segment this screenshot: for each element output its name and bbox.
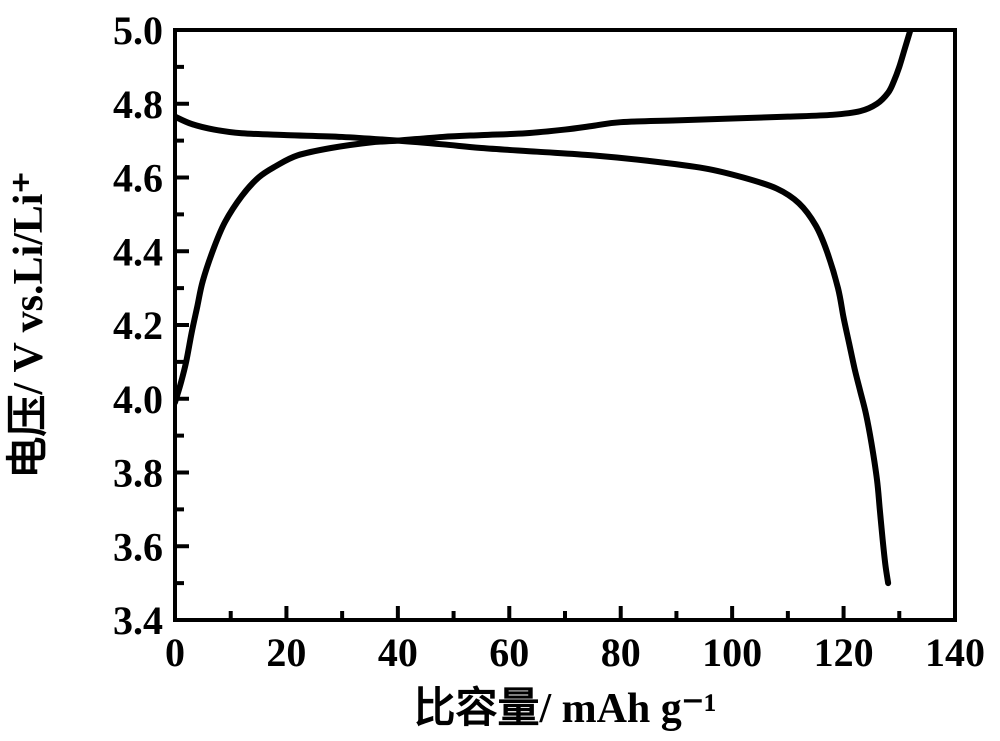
svg-text:0: 0 xyxy=(165,630,185,675)
svg-text:120: 120 xyxy=(814,630,874,675)
svg-text:5.0: 5.0 xyxy=(113,8,163,53)
svg-text:4.0: 4.0 xyxy=(113,377,163,422)
y-axis-title: 电压/ V vs.Li/Li⁺ xyxy=(5,171,52,478)
svg-text:100: 100 xyxy=(702,630,762,675)
chart-svg: 0 20 40 60 80 100 120 140 3.4 3.6 3.8 4.0 4.2 4.4 4.6 4… xyxy=(0,0,1000,741)
svg-text:40: 40 xyxy=(378,630,418,675)
svg-text:4.2: 4.2 xyxy=(113,303,163,348)
svg-text:60: 60 xyxy=(489,630,529,675)
svg-text:3.4: 3.4 xyxy=(113,598,163,643)
svg-text:3.8: 3.8 xyxy=(113,451,163,496)
x-axis-title: 比容量/ mAh g⁻¹ xyxy=(413,685,716,732)
svg-text:140: 140 xyxy=(925,630,985,675)
svg-text:4.4: 4.4 xyxy=(113,229,163,274)
svg-text:4.8: 4.8 xyxy=(113,82,163,127)
svg-text:3.6: 3.6 xyxy=(113,524,163,569)
voltage-capacity-chart: 0 20 40 60 80 100 120 140 3.4 3.6 3.8 4.0 4.2 4.4 4.6 4… xyxy=(0,0,1000,741)
svg-text:80: 80 xyxy=(601,630,641,675)
svg-text:4.6: 4.6 xyxy=(113,156,163,201)
svg-text:20: 20 xyxy=(266,630,306,675)
